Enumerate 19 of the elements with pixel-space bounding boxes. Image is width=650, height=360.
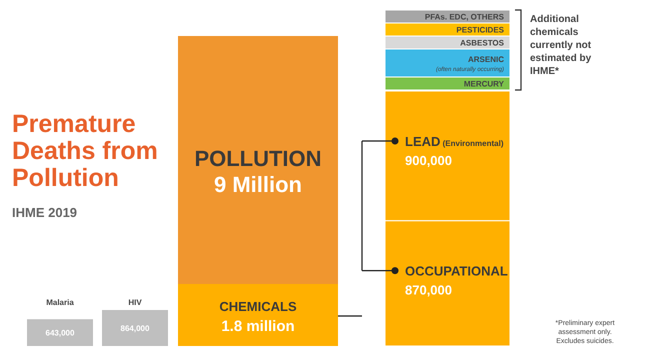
data-label: 1.8 million <box>221 318 295 335</box>
chart-subtitle: IHME 2019 <box>12 205 78 220</box>
category-label: PFAs. EDC, OTHERS <box>424 12 505 22</box>
series-label: CHEMICALS <box>219 299 297 314</box>
x-tick-label: Malaria <box>46 298 74 307</box>
total-label: 9 Million <box>214 172 302 197</box>
data-label: 864,000 <box>120 324 150 333</box>
data-label: 870,000 <box>405 282 452 298</box>
series-label: LEAD (Environmental) <box>405 134 504 149</box>
data-label: 643,000 <box>46 328 76 338</box>
x-tick-label: HIV <box>128 298 142 307</box>
category-label: PESTICIDES <box>456 26 505 34</box>
chart-title: Premature Deaths from Pollution <box>12 110 158 192</box>
series-label: OCCUPATIONAL <box>405 264 508 279</box>
series-label: POLLUTION <box>194 146 322 171</box>
category-label: ASBESTOS <box>460 38 505 48</box>
category-label: MERCURY <box>464 80 505 88</box>
text: Additional chemicals currently not estimated by IHME* <box>530 14 592 77</box>
data-label: 900,000 <box>405 153 452 168</box>
